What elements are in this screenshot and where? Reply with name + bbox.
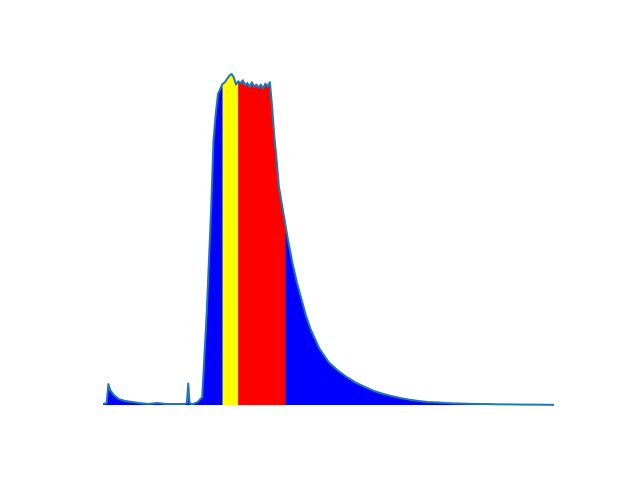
band-0 bbox=[222, 74, 239, 405]
area-fill bbox=[103, 74, 554, 405]
band-1 bbox=[238, 80, 286, 405]
band-layer bbox=[222, 74, 286, 405]
line-layer bbox=[102, 73, 555, 406]
fill-layer bbox=[103, 74, 554, 405]
series-line bbox=[102, 73, 555, 406]
